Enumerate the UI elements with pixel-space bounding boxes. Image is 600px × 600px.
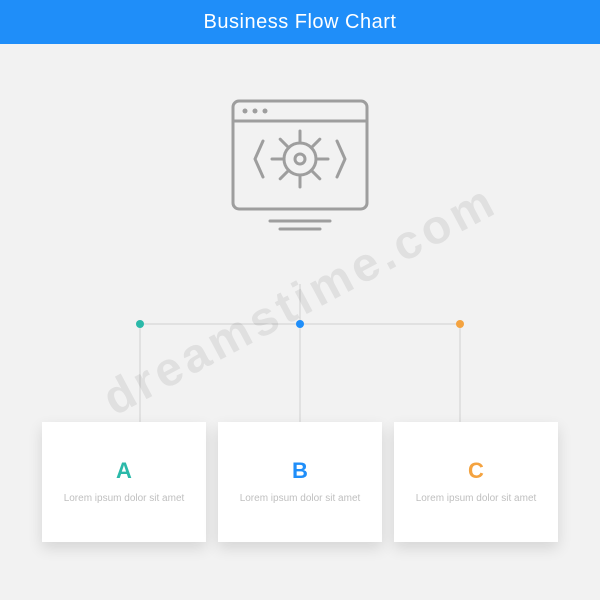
card-letter: A [116, 458, 132, 484]
card-c: C Lorem ipsum dolor sit amet [394, 422, 558, 542]
card-body: Lorem ipsum dolor sit amet [240, 492, 361, 506]
card-letter: B [292, 458, 308, 484]
card-a: A Lorem ipsum dolor sit amet [42, 422, 206, 542]
main-icon-area [0, 44, 600, 284]
card-b: B Lorem ipsum dolor sit amet [218, 422, 382, 542]
browser-gear-code-icon [215, 79, 385, 249]
card-body: Lorem ipsum dolor sit amet [416, 492, 537, 506]
cards-row: A Lorem ipsum dolor sit amet B Lorem ips… [0, 422, 600, 542]
card-body: Lorem ipsum dolor sit amet [64, 492, 185, 506]
connector-lines [0, 284, 600, 424]
header-title: Business Flow Chart [204, 11, 397, 34]
header-banner: Business Flow Chart [0, 0, 600, 44]
card-letter: C [468, 458, 484, 484]
